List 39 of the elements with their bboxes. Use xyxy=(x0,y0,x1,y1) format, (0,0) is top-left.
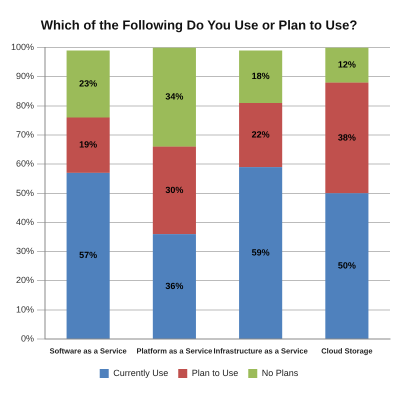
data-label: 22% xyxy=(252,130,270,140)
y-tick-label: 20% xyxy=(16,275,34,286)
data-label: 38% xyxy=(338,132,356,142)
bar xyxy=(239,50,282,103)
data-label: 36% xyxy=(165,280,184,291)
bar xyxy=(66,172,110,338)
legend-label: Plan to Use xyxy=(192,368,238,378)
y-tick-label: 30% xyxy=(16,246,34,256)
bar xyxy=(325,193,368,338)
y-tick-label: 90% xyxy=(16,71,34,82)
bar xyxy=(66,50,110,118)
data-label: 23% xyxy=(79,78,98,89)
legend-label: Currently Use xyxy=(113,368,168,378)
data-label: 50% xyxy=(338,260,356,270)
y-tick-label: 10% xyxy=(16,304,34,314)
bar xyxy=(325,48,368,83)
bar xyxy=(152,234,196,338)
data-label: 30% xyxy=(165,184,184,195)
y-tick-label: 0% xyxy=(21,333,34,344)
data-label: 12% xyxy=(338,60,356,70)
data-label: 18% xyxy=(252,71,270,82)
bar xyxy=(325,82,368,194)
y-tick-label: 80% xyxy=(16,100,34,110)
chart-title: Which of the Following Do You Use or Plan to Use? xyxy=(40,17,358,32)
y-tick-label: 40% xyxy=(16,216,34,227)
data-label: 59% xyxy=(252,247,270,258)
y-tick-label: 60% xyxy=(16,158,34,169)
bar xyxy=(152,48,196,147)
data-label: 34% xyxy=(165,92,184,102)
bar xyxy=(66,118,110,173)
y-tick-label: 100% xyxy=(10,42,34,52)
data-label: 19% xyxy=(79,140,98,150)
bar xyxy=(152,146,196,234)
bar xyxy=(239,167,282,338)
data-label: 57% xyxy=(79,250,98,260)
legend-label: No Plans xyxy=(262,368,299,378)
bar xyxy=(239,102,282,168)
y-tick-label: 70% xyxy=(16,130,34,140)
y-tick-label: 50% xyxy=(16,188,34,198)
